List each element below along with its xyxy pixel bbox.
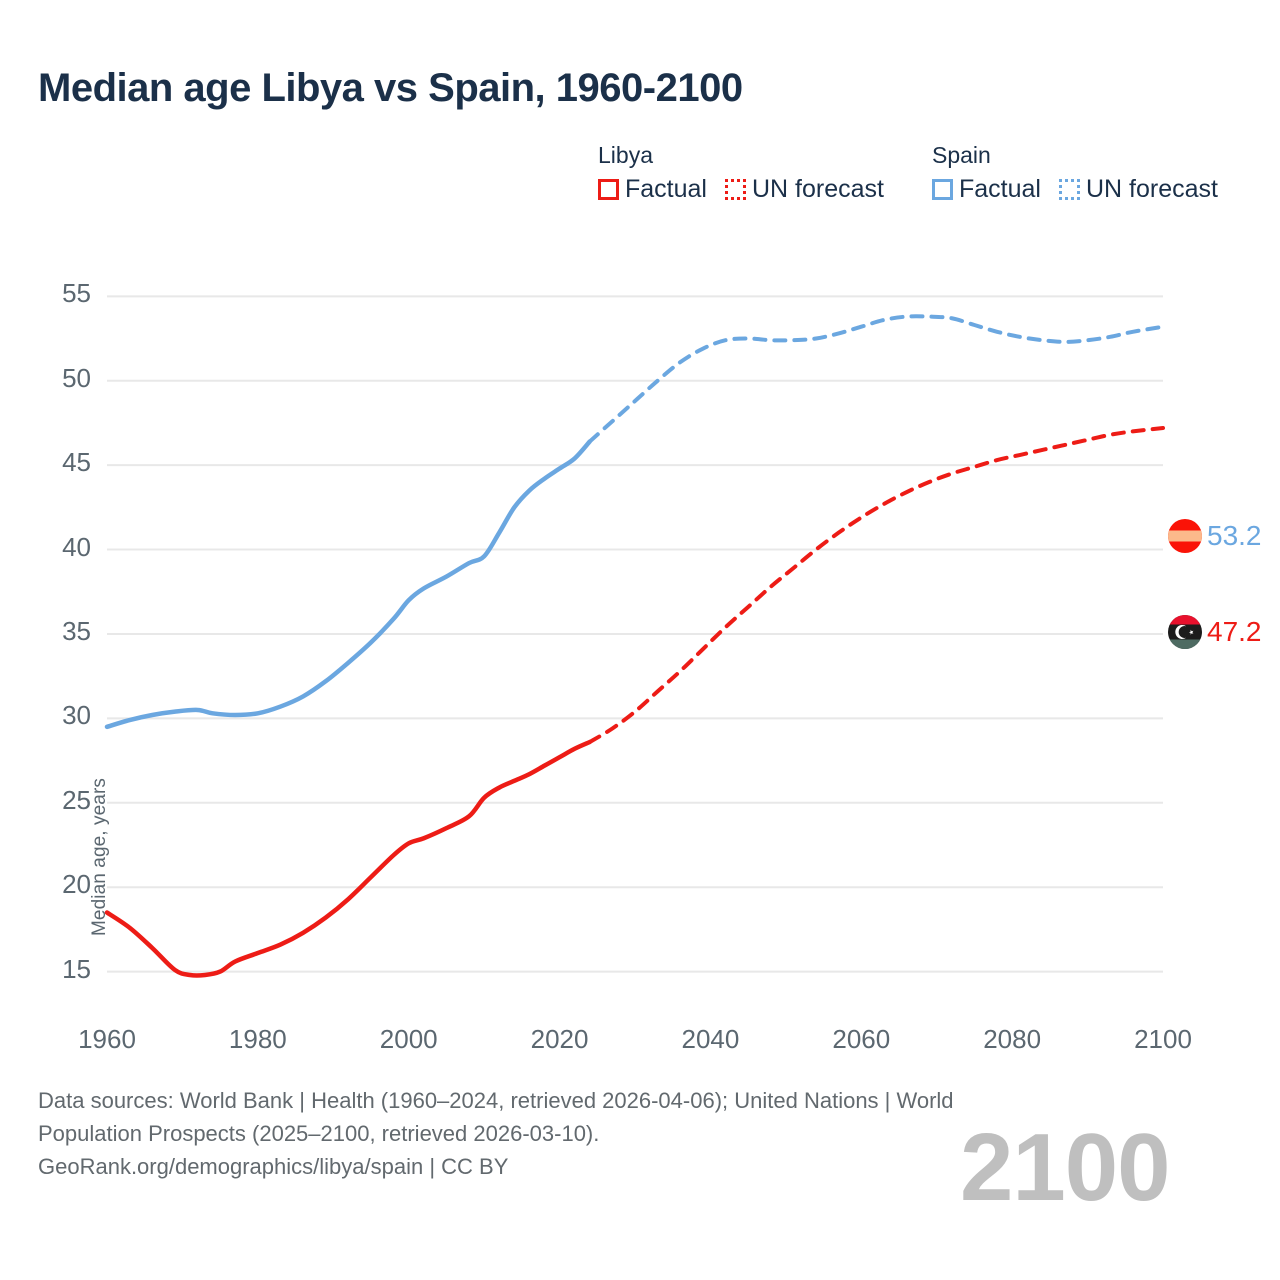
y-tick-40: 40 [62, 531, 91, 562]
line-libya-factual [104, 739, 592, 978]
x-tick-1980: 1980 [228, 1024, 287, 1054]
end-value-libya: 47.2 [1207, 616, 1262, 647]
libya-flag-icon [1168, 615, 1202, 649]
x-tick-2040: 2040 [681, 1024, 740, 1054]
footer: Data sources: World Bank | Health (1960–… [38, 1084, 1218, 1183]
y-tick-45: 45 [62, 447, 91, 478]
y-tick-30: 30 [62, 700, 91, 731]
chart-plot-area: Median age, years 15 20 25 30 35 40 45 50 55 196… [0, 236, 1280, 1215]
y-axis-title: Median age, years [89, 778, 110, 937]
series-lines [104, 314, 1165, 978]
legend-swatch-dotted-icon [1058, 178, 1080, 200]
page-title: Median age Libya vs Spain, 1960-2100 [38, 66, 743, 110]
end-label-spain: 53.2 [1168, 519, 1262, 553]
legend-item-spain-forecast[interactable]: UN forecast [1058, 175, 1218, 203]
x-tick-2080: 2080 [983, 1024, 1042, 1054]
x-tick-1960: 1960 [78, 1024, 136, 1054]
legend-group-title-libya: Libya [598, 142, 653, 168]
legend-label-spain-factual: Factual [959, 175, 1041, 203]
y-tick-25: 25 [62, 784, 91, 815]
gridlines [107, 295, 1163, 973]
legend-swatch-dotted-icon [724, 178, 746, 200]
legend: Libya Factual UN forecast Spain Factual … [598, 142, 1258, 222]
legend-item-libya-factual[interactable]: Factual [598, 176, 707, 202]
legend-group-spain: Spain Factual UN forecast [932, 142, 1218, 202]
legend-item-libya-forecast[interactable]: UN forecast [724, 175, 884, 203]
footer-line-2: Population Prospects (2025–2100, retriev… [38, 1121, 600, 1146]
legend-label-spain-forecast: UN forecast [1085, 175, 1218, 203]
end-label-libya: 47.2 [1168, 615, 1262, 649]
legend-swatch-solid-icon [932, 178, 953, 200]
chart-svg [104, 295, 1165, 978]
footer-line-1: Data sources: World Bank | Health (1960–… [38, 1088, 954, 1113]
x-tick-2000: 2000 [379, 1024, 438, 1054]
end-value-spain: 53.2 [1207, 520, 1262, 551]
line-spain-forecast [587, 314, 1165, 444]
legend-group-libya: Libya Factual UN forecast [598, 142, 884, 202]
line-spain-factual [104, 439, 592, 730]
y-tick-35: 35 [62, 615, 91, 646]
legend-group-title-spain: Spain [932, 142, 991, 168]
y-tick-50: 50 [62, 362, 91, 393]
line-libya-forecast [587, 426, 1165, 745]
spain-flag-icon [1168, 519, 1202, 553]
legend-label-libya-factual: Factual [625, 175, 707, 203]
x-tick-2020: 2020 [530, 1024, 589, 1054]
footer-source-link[interactable]: GeoRank.org/demographics/libya/spain | C… [38, 1154, 509, 1179]
x-tick-2100: 2100 [1134, 1024, 1192, 1054]
x-tick-2060: 2060 [832, 1024, 891, 1054]
legend-swatch-solid-icon [598, 178, 619, 200]
legend-label-libya-forecast: UN forecast [751, 175, 884, 203]
y-tick-20: 20 [62, 869, 91, 900]
y-tick-55: 55 [62, 278, 91, 309]
legend-item-spain-factual[interactable]: Factual [932, 176, 1041, 202]
y-tick-15: 15 [62, 953, 91, 984]
